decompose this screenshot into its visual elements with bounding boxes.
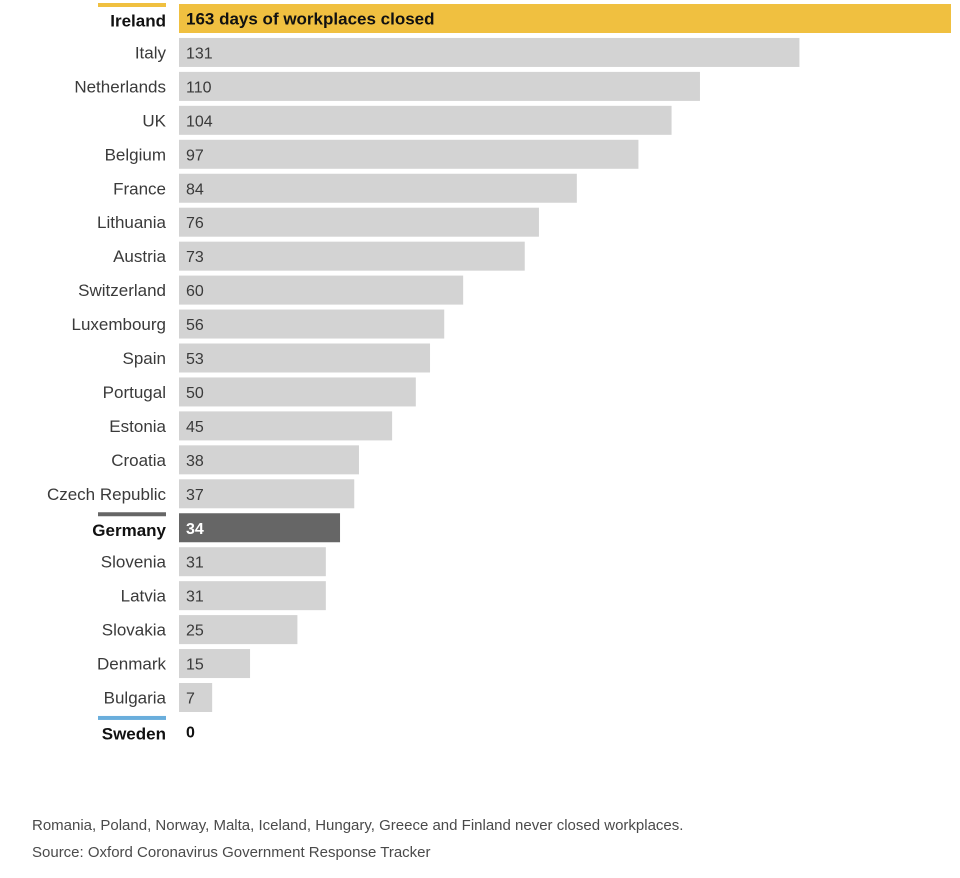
bar-austria: [179, 241, 525, 271]
bar-germany: [179, 513, 341, 543]
category-label-slovenia: Slovenia: [101, 553, 167, 572]
bar-estonia: [179, 411, 393, 441]
category-label-bulgaria: Bulgaria: [104, 689, 167, 708]
value-label-france: 84: [186, 181, 204, 198]
category-label-spain: Spain: [123, 349, 166, 368]
category-label-france: France: [113, 179, 166, 198]
value-label-latvia: 31: [186, 589, 204, 606]
bar-uk: [179, 105, 672, 135]
bar-netherlands: [179, 71, 700, 101]
category-label-netherlands: Netherlands: [74, 77, 166, 96]
category-label-austria: Austria: [113, 247, 166, 266]
category-label-ireland: Ireland: [110, 12, 166, 31]
category-label-portugal: Portugal: [103, 383, 166, 402]
value-label-ireland: 163 days of workplaces closed: [186, 10, 435, 29]
value-label-slovakia: 25: [186, 623, 204, 640]
category-label-slovakia: Slovakia: [102, 621, 167, 640]
category-label-latvia: Latvia: [121, 587, 167, 606]
category-label-denmark: Denmark: [97, 655, 166, 674]
category-label-croatia: Croatia: [111, 451, 166, 470]
bar-france: [179, 173, 577, 203]
value-label-lithuania: 76: [186, 215, 204, 232]
value-label-czech-republic: 37: [186, 487, 204, 504]
bar-luxembourg: [179, 309, 445, 339]
bar-slovakia: [179, 615, 298, 645]
value-label-portugal: 50: [186, 385, 204, 402]
value-label-denmark: 15: [186, 657, 204, 674]
value-label-slovenia: 31: [186, 555, 204, 572]
category-label-luxembourg: Luxembourg: [71, 315, 166, 334]
value-label-spain: 53: [186, 351, 204, 368]
category-label-germany: Germany: [92, 521, 166, 540]
category-label-italy: Italy: [135, 43, 167, 62]
bar-spain: [179, 343, 431, 373]
value-label-luxembourg: 56: [186, 317, 204, 334]
value-label-bulgaria: 7: [186, 691, 195, 708]
category-label-uk: UK: [142, 111, 166, 130]
bar-latvia: [179, 581, 326, 611]
value-label-estonia: 45: [186, 419, 204, 436]
category-label-sweden: Sweden: [102, 724, 166, 743]
footnote: Romania, Poland, Norway, Malta, Iceland,…: [32, 817, 684, 834]
bar-slovenia: [179, 547, 326, 577]
bar-bulgaria: [179, 683, 213, 712]
highlight-marker-ireland: [98, 3, 166, 7]
value-label-croatia: 38: [186, 453, 204, 470]
bar-italy: [179, 37, 800, 67]
bar-switzerland: [179, 275, 464, 305]
bar-portugal: [179, 377, 416, 407]
highlight-marker-germany: [98, 512, 166, 517]
value-label-sweden: 0: [186, 724, 195, 741]
bar-croatia: [179, 445, 359, 475]
source-note: Source: Oxford Coronavirus Government Re…: [32, 844, 431, 861]
bar-denmark: [179, 649, 251, 679]
bar-ireland: [179, 4, 951, 33]
bar-lithuania: [179, 207, 539, 237]
value-label-germany: 34: [186, 521, 204, 538]
value-label-uk: 104: [186, 113, 213, 130]
bar-belgium: [179, 139, 639, 169]
category-label-czech-republic: Czech Republic: [47, 485, 167, 504]
value-label-austria: 73: [186, 249, 204, 266]
value-label-netherlands: 110: [186, 79, 212, 96]
category-label-switzerland: Switzerland: [78, 281, 166, 300]
value-label-italy: 131: [186, 45, 213, 62]
category-label-belgium: Belgium: [105, 145, 166, 164]
bar-czech-republic: [179, 479, 355, 509]
category-label-lithuania: Lithuania: [97, 213, 167, 232]
value-label-switzerland: 60: [186, 283, 204, 300]
bar-chart: Ireland 163 days of workplaces closed Ital…: [47, 3, 951, 743]
value-label-belgium: 97: [186, 147, 204, 164]
highlight-marker-sweden: [98, 715, 166, 720]
category-label-estonia: Estonia: [109, 417, 166, 436]
